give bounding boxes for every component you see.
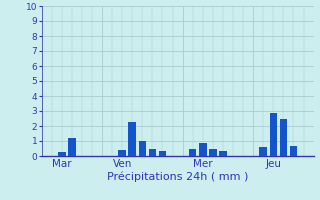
Bar [260,147,267,156]
Bar [199,142,207,156]
Bar [118,150,126,156]
Bar [269,113,277,156]
Bar [290,146,297,156]
Bar [219,151,227,156]
Bar [139,141,146,156]
Bar [58,152,66,156]
Bar [159,151,166,156]
X-axis label: Précipitations 24h ( mm ): Précipitations 24h ( mm ) [107,172,248,182]
Bar [209,149,217,156]
Bar [189,149,196,156]
Bar [280,119,287,156]
Bar [148,149,156,156]
Bar [129,121,136,156]
Bar [68,138,76,156]
